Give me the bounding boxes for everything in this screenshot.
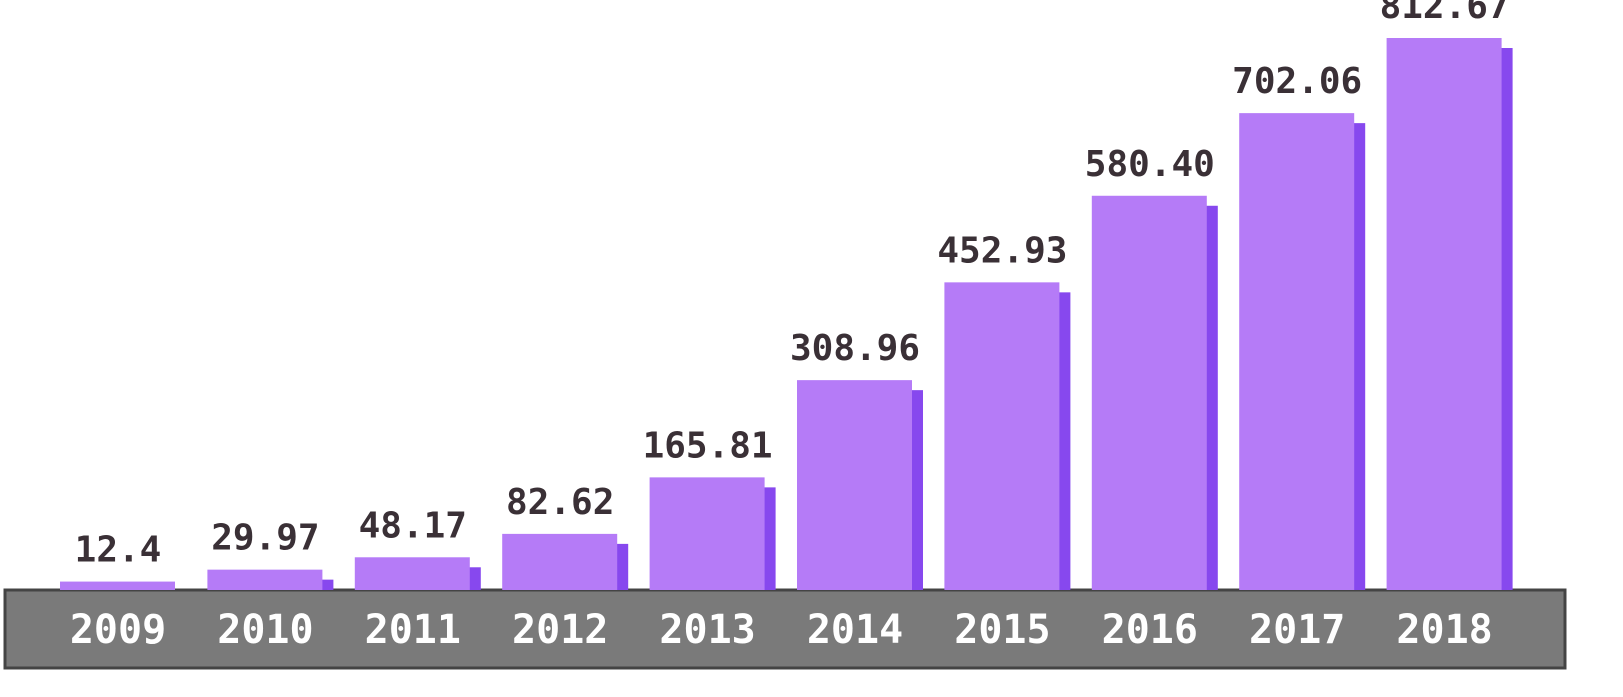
value-label: 48.17 <box>359 505 467 546</box>
bar <box>60 581 175 590</box>
x-tick-label: 2015 <box>954 607 1050 653</box>
value-label: 580.40 <box>1085 144 1215 185</box>
bar <box>502 533 618 590</box>
x-tick-label: 2011 <box>365 607 461 653</box>
category-band <box>3 588 1567 670</box>
value-label: 12.4 <box>75 530 162 571</box>
x-tick-label: 2013 <box>659 607 755 653</box>
x-tick-label: 2018 <box>1396 607 1492 653</box>
bar <box>1239 113 1355 590</box>
x-tick-label: 2017 <box>1249 607 1345 653</box>
value-label: 308.96 <box>790 328 920 369</box>
value-label: 812.67 <box>1380 0 1510 27</box>
value-label: 29.97 <box>211 518 319 559</box>
value-label: 452.93 <box>937 230 1067 271</box>
value-label: 82.62 <box>506 482 614 523</box>
x-tick-label: 2010 <box>217 607 313 653</box>
value-label: 165.81 <box>643 425 773 466</box>
bar <box>649 477 765 590</box>
x-tick-label: 2016 <box>1102 607 1198 653</box>
bar <box>1386 38 1502 590</box>
x-tick-label: 2009 <box>70 607 166 653</box>
x-tick-label: 2012 <box>512 607 608 653</box>
value-label: 702.06 <box>1232 61 1362 102</box>
bar <box>354 557 470 590</box>
bar <box>1091 195 1207 591</box>
bar <box>797 380 912 590</box>
x-tick-label: 2014 <box>807 607 903 653</box>
bar <box>944 282 1060 590</box>
bar <box>207 569 323 590</box>
